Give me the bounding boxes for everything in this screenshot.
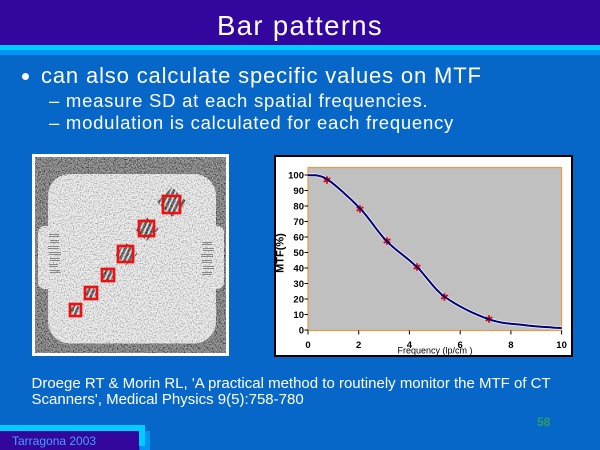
svg-text:10: 10 (293, 310, 304, 321)
svg-text:Frequency (lp/cm ): Frequency (lp/cm ) (397, 346, 472, 356)
svg-text:2: 2 (356, 340, 361, 351)
svg-text:90: 90 (293, 186, 304, 197)
svg-text:10: 10 (556, 340, 567, 351)
svg-text:8: 8 (508, 340, 513, 351)
svg-text:100: 100 (288, 171, 304, 182)
svg-text:6: 6 (458, 340, 463, 351)
svg-text:50: 50 (293, 248, 304, 259)
svg-text:20: 20 (293, 295, 304, 306)
svg-text:70: 70 (293, 217, 304, 228)
svg-text:MTF(%): MTF(%) (275, 233, 287, 273)
svg-text:4: 4 (407, 340, 413, 351)
svg-text:0: 0 (305, 340, 310, 351)
svg-text:60: 60 (293, 233, 304, 244)
svg-text:0: 0 (299, 326, 304, 337)
svg-text:30: 30 (293, 279, 304, 290)
svg-text:40: 40 (293, 264, 304, 275)
svg-text:80: 80 (293, 202, 304, 213)
